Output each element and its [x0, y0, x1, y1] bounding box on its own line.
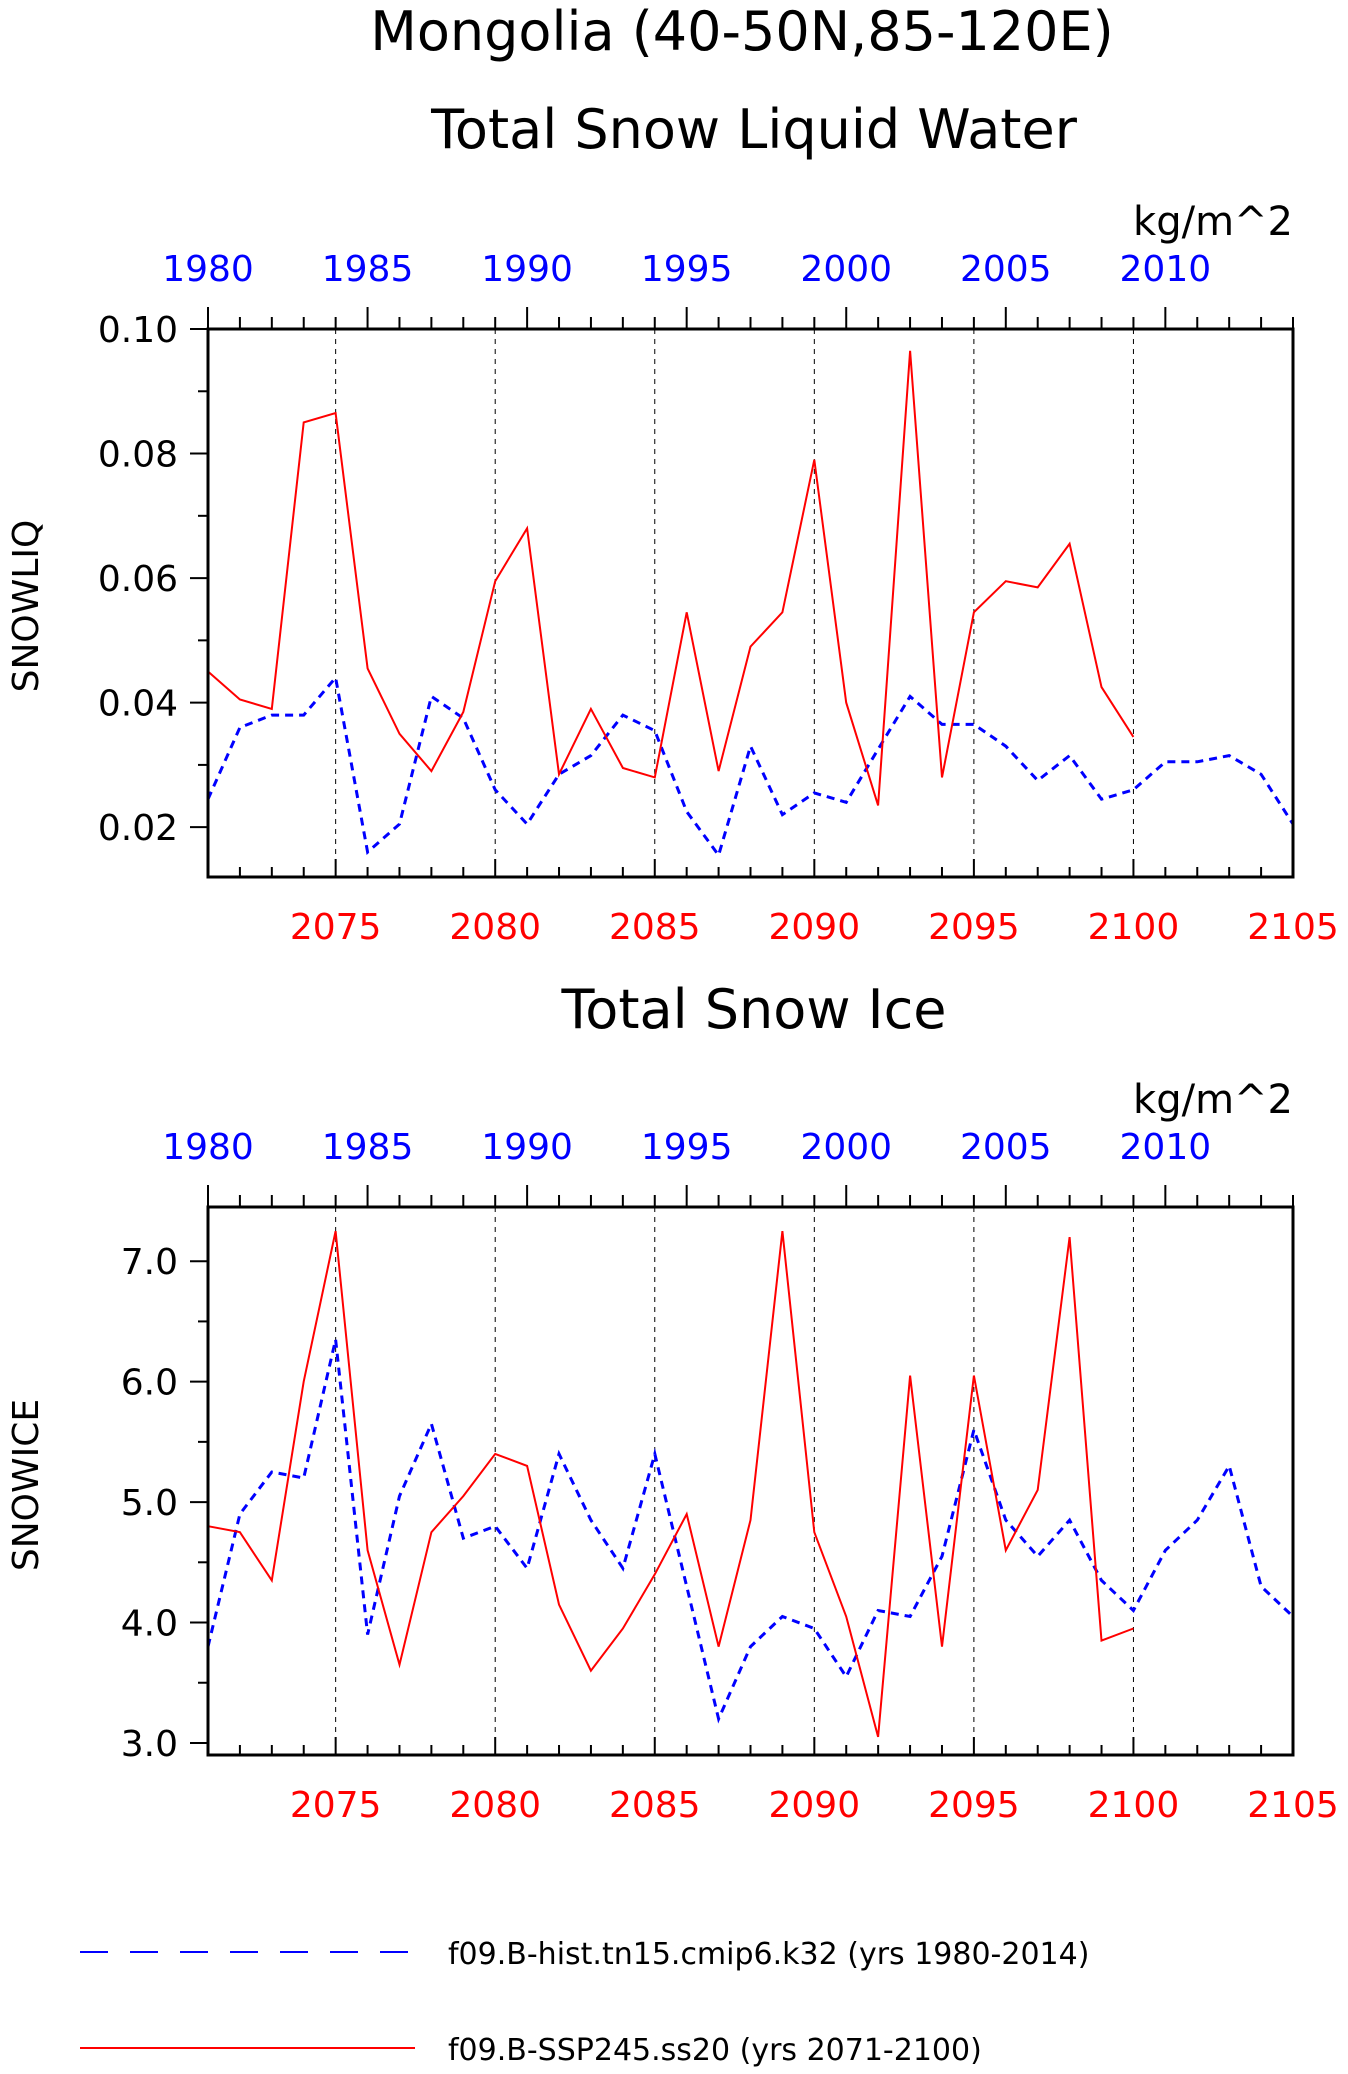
legend-label-hist: f09.B-hist.tn15.cmip6.k32 (yrs 1980-2014… [448, 1937, 1089, 1972]
legend-label-ssp: f09.B-SSP245.ss20 (yrs 2071-2100) [448, 2033, 982, 2068]
series-line-ssp [207, 1230, 1134, 1738]
x-tick-label-bottom: 2095 [928, 1785, 1020, 1826]
x-tick-label-bottom: 2075 [290, 907, 382, 948]
plot-frame [206, 327, 1295, 879]
x-tick-label-bottom: 2090 [769, 1785, 861, 1826]
x-tick-label-top: 2010 [1120, 1127, 1212, 1168]
plot-frame [206, 1205, 1295, 1757]
x-tick-label-top: 2000 [800, 1127, 892, 1168]
y-tick-label: 5.0 [121, 1483, 178, 1524]
x-tick-label-top: 2005 [960, 249, 1052, 290]
series-line-hist [206, 1339, 1295, 1724]
x-tick-label-top: 1980 [162, 1127, 254, 1168]
y-tick-label: 7.0 [121, 1242, 178, 1283]
x-tick-label-bottom: 2100 [1088, 907, 1180, 948]
panel-title: Total Snow Ice [561, 978, 947, 1041]
x-tick-label-top: 2005 [960, 1127, 1052, 1168]
x-tick-label-top: 1985 [322, 249, 414, 290]
units-label: kg/m^2 [1133, 1077, 1293, 1123]
y-axis-label: SNOWLIQ [6, 520, 47, 693]
x-tick-label-top: 1995 [641, 1127, 733, 1168]
x-tick-label-bottom: 2090 [769, 907, 861, 948]
y-tick-label: 0.06 [98, 559, 178, 600]
x-tick-label-top: 1990 [481, 249, 573, 290]
units-label: kg/m^2 [1133, 199, 1293, 245]
x-tick-label-top: 2000 [800, 249, 892, 290]
x-tick-label-bottom: 2100 [1088, 1785, 1180, 1826]
x-tick-label-bottom: 2085 [609, 907, 701, 948]
x-tick-label-bottom: 2105 [1247, 907, 1339, 948]
x-tick-label-bottom: 2080 [449, 907, 541, 948]
x-tick-label-top: 1980 [162, 249, 254, 290]
y-tick-label: 0.04 [98, 684, 178, 725]
y-tick-label: 0.08 [98, 435, 178, 476]
x-tick-label-bottom: 2085 [609, 1785, 701, 1826]
x-tick-label-bottom: 2080 [449, 1785, 541, 1826]
y-tick-label: 4.0 [121, 1604, 178, 1645]
x-tick-label-bottom: 2095 [928, 907, 1020, 948]
figure-title: Mongolia (40-50N,85-120E) [370, 0, 1113, 63]
series-line-hist [206, 674, 1295, 859]
x-tick-label-top: 1995 [641, 249, 733, 290]
x-tick-label-top: 1990 [481, 1127, 573, 1168]
y-tick-label: 0.10 [98, 310, 178, 351]
panel-title: Total Snow Liquid Water [430, 98, 1078, 161]
x-tick-label-bottom: 2075 [290, 1785, 382, 1826]
x-tick-label-top: 1985 [322, 1127, 414, 1168]
y-axis-label: SNOWICE [6, 1399, 47, 1571]
snowice-panel: Total Snow Ice kg/m^2 SNOWICE 2075 2080 20… [6, 978, 1339, 1826]
x-tick-label-bottom: 2105 [1247, 1785, 1339, 1826]
series-line-ssp [207, 350, 1135, 806]
y-tick-label: 6.0 [121, 1363, 178, 1404]
snowliq-panel: Total Snow Liquid Water kg/m^2 SNOWLIQ 2… [6, 98, 1339, 948]
y-tick-label: 0.02 [98, 808, 178, 849]
legend: f09.B-hist.tn15.cmip6.k32 (yrs 1980-2014… [80, 1937, 1089, 2068]
y-tick-label: 3.0 [121, 1724, 178, 1765]
x-tick-label-top: 2010 [1120, 249, 1212, 290]
